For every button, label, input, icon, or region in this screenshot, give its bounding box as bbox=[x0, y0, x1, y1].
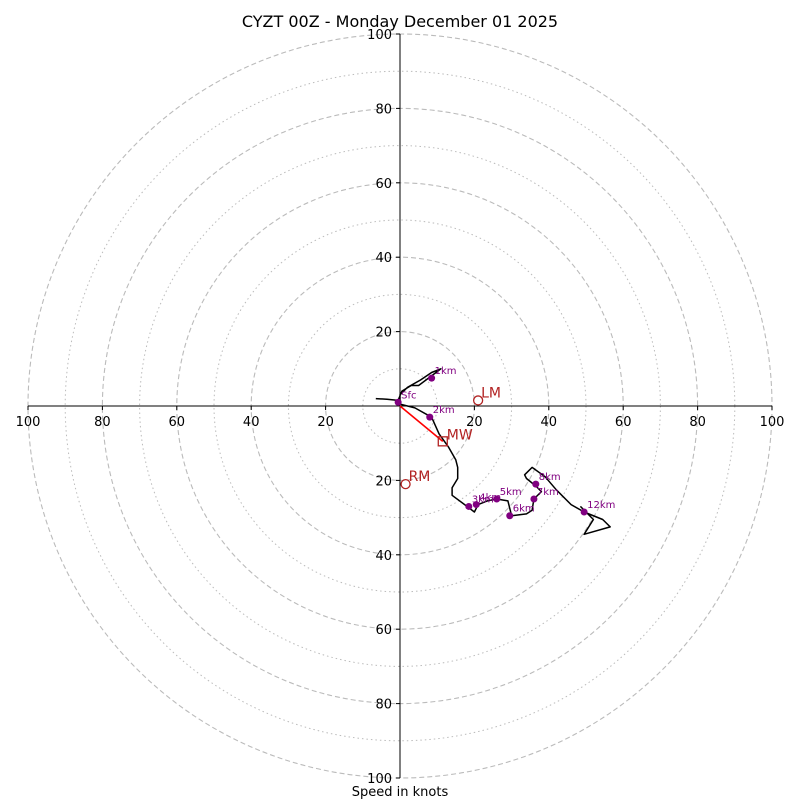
y-tick-label: 20 bbox=[375, 474, 392, 489]
x-tick-label: 40 bbox=[243, 415, 260, 430]
level-marker bbox=[530, 495, 538, 503]
mean-wind-marker bbox=[437, 436, 448, 447]
y-tick-label: 60 bbox=[375, 623, 392, 638]
level-marker bbox=[426, 413, 434, 421]
level-label: 5km bbox=[500, 487, 522, 498]
y-tick-label: 100 bbox=[367, 28, 392, 43]
level-marker bbox=[532, 480, 540, 488]
level-label: 2km bbox=[433, 405, 455, 416]
chart-title: CYZT 00Z - Monday December 01 2025 bbox=[242, 12, 558, 31]
level-label: 6km bbox=[513, 504, 535, 515]
level-marker bbox=[472, 501, 480, 509]
y-tick-label: 80 bbox=[375, 698, 392, 713]
y-tick-label: 20 bbox=[375, 326, 392, 341]
x-tick-label: 40 bbox=[541, 415, 558, 430]
x-tick-label: 20 bbox=[317, 415, 334, 430]
x-tick-label: 100 bbox=[760, 415, 785, 430]
level-marker bbox=[580, 508, 588, 516]
level-marker bbox=[465, 502, 473, 510]
x-tick-label: 60 bbox=[169, 415, 186, 430]
level-marker bbox=[394, 398, 402, 406]
level-marker bbox=[506, 512, 514, 520]
y-tick-label: 40 bbox=[375, 549, 392, 564]
right-mover-label: RM bbox=[409, 469, 431, 485]
level-label: 4km bbox=[479, 493, 501, 504]
level-label: 12km bbox=[587, 500, 615, 511]
level-label: 7km bbox=[537, 487, 559, 498]
x-tick-label: 80 bbox=[689, 415, 706, 430]
mean-wind-vector bbox=[399, 405, 444, 442]
level-label: Sfc bbox=[401, 390, 416, 401]
level-label: 1km bbox=[435, 366, 457, 377]
x-axis-label: Speed in knots bbox=[352, 785, 449, 800]
x-tick-label: 100 bbox=[16, 415, 41, 430]
x-tick-label: 20 bbox=[466, 415, 483, 430]
x-tick-label: 80 bbox=[94, 415, 111, 430]
level-marker bbox=[493, 495, 501, 503]
left-mover-label: LM bbox=[481, 385, 501, 401]
left-mover-marker bbox=[472, 395, 484, 406]
y-tick-label: 80 bbox=[375, 102, 392, 117]
right-mover-marker bbox=[400, 478, 411, 490]
x-tick-label: 60 bbox=[615, 415, 632, 430]
level-marker bbox=[428, 374, 436, 382]
y-tick-label: 60 bbox=[375, 177, 392, 192]
level-label: 3km bbox=[472, 494, 494, 505]
mean-wind-label: MW bbox=[447, 427, 473, 443]
y-tick-label: 40 bbox=[375, 251, 392, 266]
storm-motion-markers: MW LM RM bbox=[399, 385, 501, 490]
y-tick-label: 100 bbox=[367, 772, 392, 787]
level-label: 8km bbox=[539, 472, 561, 483]
axis-ticks: 100 80 60 40 20 20 40 60 80 100 100 80 60 40 20 20 40 60 8… bbox=[16, 28, 785, 787]
